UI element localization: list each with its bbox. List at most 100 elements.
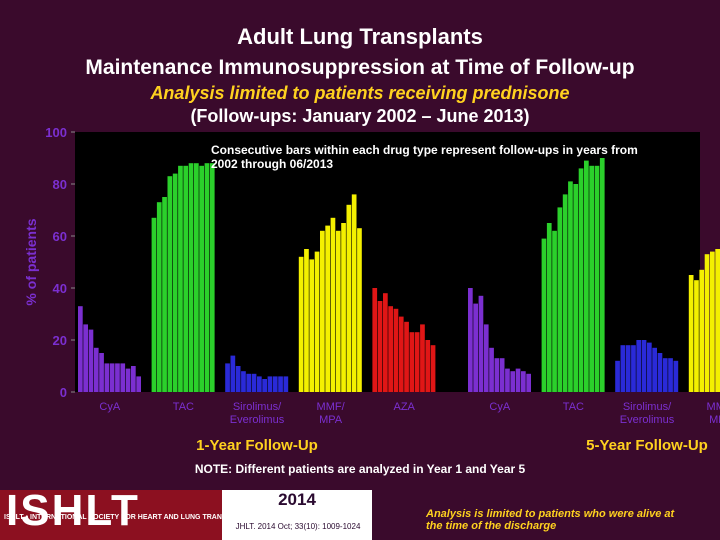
bar xyxy=(594,165,600,392)
x-category-label: CyA xyxy=(489,401,510,413)
bar xyxy=(372,288,378,392)
x-category-label: AZA xyxy=(393,401,415,413)
x-category-label: Everolimus xyxy=(620,414,675,426)
bar xyxy=(183,165,189,392)
bar xyxy=(557,207,563,392)
bar xyxy=(393,308,399,392)
bar xyxy=(178,165,183,392)
bar xyxy=(188,163,194,392)
journal-box xyxy=(222,490,372,540)
bar xyxy=(699,269,705,392)
bar xyxy=(357,228,362,392)
bar xyxy=(335,230,341,392)
x-category-label: Sirolimus/ xyxy=(623,401,672,413)
y-tick-label: 80 xyxy=(53,177,67,192)
bar xyxy=(267,376,273,392)
bar xyxy=(167,176,173,392)
bar xyxy=(235,366,241,392)
chart-title: Adult Lung Transplants xyxy=(237,24,483,49)
journal-citation: JHLT. 2014 Oct; 33(10): 1009-1024 xyxy=(235,522,361,531)
bar xyxy=(209,163,215,392)
x-category-label: Sirolimus/ xyxy=(233,401,282,413)
y-tick-label: 60 xyxy=(53,229,67,244)
bar xyxy=(204,163,210,392)
bar xyxy=(88,329,94,392)
bar xyxy=(704,254,710,392)
bar xyxy=(473,303,478,392)
bar xyxy=(414,332,420,392)
bar xyxy=(468,288,473,392)
note-text: NOTE: Different patients are analyzed in… xyxy=(194,462,526,476)
bar xyxy=(109,363,115,392)
chart-annotation-line-2: 2002 through 06/2013 xyxy=(211,157,333,171)
bar xyxy=(673,360,679,392)
bar xyxy=(578,168,584,392)
bar xyxy=(162,197,167,392)
bar xyxy=(425,340,431,392)
bar xyxy=(510,371,516,392)
bar xyxy=(715,249,720,392)
bar xyxy=(552,230,557,392)
bar xyxy=(136,376,141,392)
bar xyxy=(151,217,157,392)
bar xyxy=(652,347,657,392)
bar xyxy=(278,376,283,392)
bar xyxy=(309,259,315,392)
bar xyxy=(515,368,521,392)
chart-subtitle: Maintenance Immunosuppression at Time of… xyxy=(85,56,635,79)
bar xyxy=(388,306,393,392)
ishlt-logo xyxy=(0,490,222,540)
bar xyxy=(272,376,278,392)
bar xyxy=(636,340,642,392)
bar xyxy=(404,321,409,392)
y-tick-label: 0 xyxy=(60,385,67,400)
bar xyxy=(262,379,267,392)
bar xyxy=(641,340,647,392)
bar xyxy=(562,194,568,392)
bar xyxy=(383,293,388,392)
bar xyxy=(225,363,230,392)
bar xyxy=(120,363,126,392)
bar xyxy=(115,363,120,392)
analysis-note: Analysis limited to patients receiving p… xyxy=(150,83,570,103)
bar xyxy=(341,223,346,392)
bar xyxy=(251,373,257,392)
bar xyxy=(541,238,547,392)
bar xyxy=(199,165,204,392)
chart-annotation-line-1: Consecutive bars within each drug type r… xyxy=(211,143,638,157)
bar xyxy=(620,345,626,392)
bar xyxy=(710,251,715,392)
bar xyxy=(478,295,484,392)
bar xyxy=(78,306,83,392)
bar xyxy=(172,173,178,392)
journal-year: 2014 xyxy=(278,490,316,509)
bar xyxy=(99,353,104,392)
bar xyxy=(398,316,404,392)
y-tick-label: 100 xyxy=(45,125,67,140)
bar xyxy=(298,256,304,392)
bar xyxy=(568,181,573,392)
bar xyxy=(546,223,552,392)
bar xyxy=(241,371,246,392)
bar xyxy=(104,363,110,392)
bar xyxy=(657,353,663,392)
x-category-label: MPA xyxy=(709,414,720,426)
bar xyxy=(694,280,699,392)
bar xyxy=(246,373,252,392)
x-category-label: MPA xyxy=(319,414,343,426)
bar xyxy=(325,225,330,392)
bar xyxy=(647,342,652,392)
bar xyxy=(483,324,489,392)
x-category-label: MMF/ xyxy=(707,401,720,413)
bar xyxy=(668,358,673,392)
bar xyxy=(499,358,505,392)
bar xyxy=(420,324,425,392)
x-category-label: Everolimus xyxy=(230,414,285,426)
bar xyxy=(93,347,99,392)
bar xyxy=(430,345,436,392)
bar xyxy=(599,158,605,392)
bar xyxy=(409,332,415,392)
y-tick-label: 20 xyxy=(53,333,67,348)
bar xyxy=(257,376,262,392)
